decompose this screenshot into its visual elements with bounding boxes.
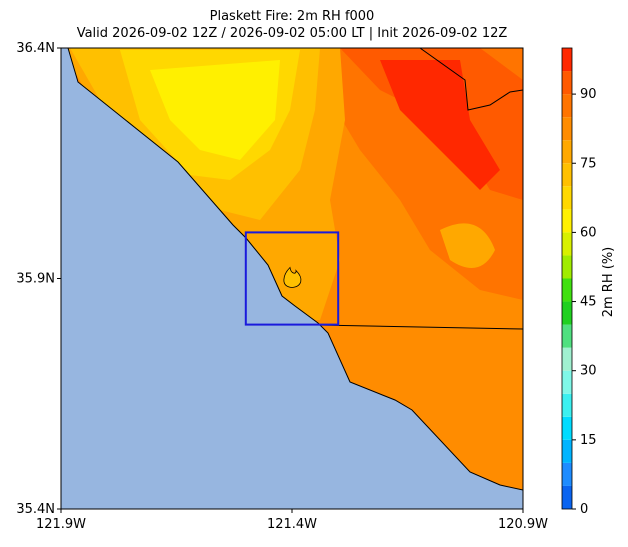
- colorbar-tick-label: 15: [580, 433, 597, 448]
- colorbar-band: [562, 416, 572, 440]
- contour: [150, 60, 280, 160]
- colorbar-band: [562, 462, 572, 486]
- colorbar-band: [562, 439, 572, 463]
- colorbar-label: 2m RH (%): [601, 247, 616, 318]
- colorbar-band: [562, 278, 572, 302]
- border: [317, 48, 523, 330]
- colorbar-band: [562, 94, 572, 118]
- colorbar-band: [562, 370, 572, 394]
- domain-box: [244, 231, 340, 326]
- fire-icon: [283, 266, 302, 288]
- colorbar-band: [562, 232, 572, 256]
- colorbar-band: [562, 393, 572, 417]
- colorbar-tick-label: 30: [580, 364, 597, 379]
- contour: [380, 60, 500, 190]
- colorbar-frame: [561, 47, 573, 510]
- x-tick-label: 121.9W: [36, 517, 86, 532]
- y-tick-label: 36.4N: [16, 41, 55, 56]
- colorbar-band: [562, 140, 572, 164]
- colorbar-tick-label: 75: [580, 156, 597, 171]
- x-tick-label: 121.4W: [267, 517, 317, 532]
- colorbar-band: [562, 324, 572, 348]
- colorbar-band: [562, 71, 572, 95]
- y-tick-label: 35.4N: [16, 502, 55, 517]
- colorbar-tick-label: 45: [580, 295, 597, 310]
- title: Plaskett Fire: 2m RH f000: [210, 9, 375, 24]
- colorbar-band: [562, 186, 572, 210]
- y-tick-label: 35.9N: [16, 272, 55, 287]
- colorbar-band: [562, 163, 572, 187]
- colorbar-tick-label: 0: [580, 502, 588, 517]
- contour: [440, 223, 495, 268]
- colorbar-band: [562, 301, 572, 325]
- colorbar-band: [562, 255, 572, 279]
- colorbar-tick-label: 90: [580, 87, 597, 102]
- colorbar-band: [562, 485, 572, 509]
- ocean: [61, 48, 523, 509]
- x-tick-label: 120.9W: [498, 517, 548, 532]
- colorbar-band: [562, 117, 572, 141]
- subtitle: Valid 2026-09-02 12Z / 2026-09-02 05:00 …: [77, 26, 508, 41]
- colorbar-tick-label: 60: [580, 225, 597, 240]
- colorbar-band: [562, 48, 572, 72]
- colorbar-band: [562, 347, 572, 371]
- map: [61, 48, 523, 509]
- colorbar-band: [562, 209, 572, 233]
